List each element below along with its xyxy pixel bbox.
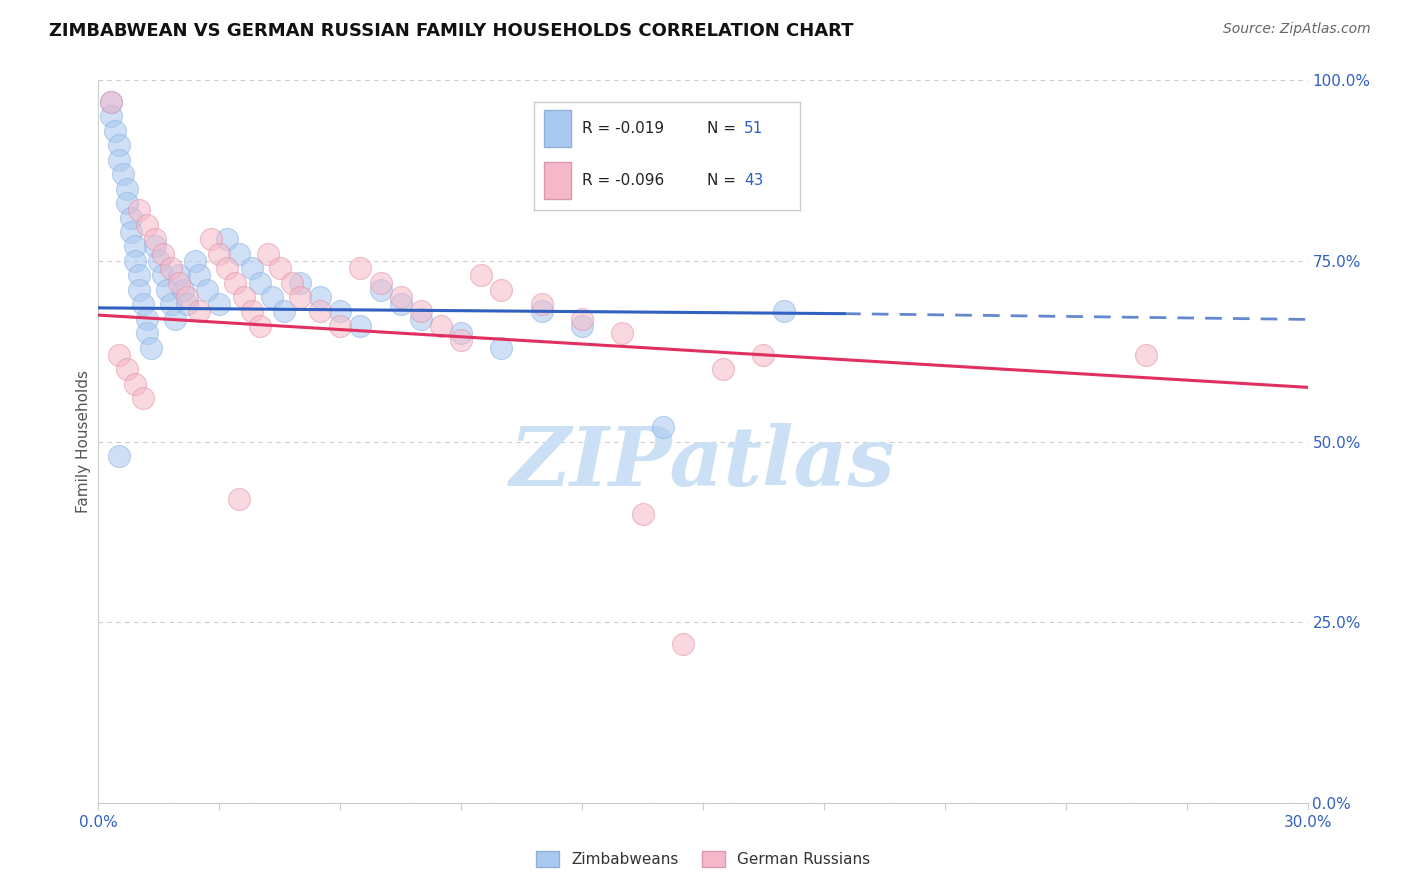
Point [1135,348,1157,362]
Point [470,268,492,283]
Text: ZIMBABWEAN VS GERMAN RUSSIAN FAMILY HOUSEHOLDS CORRELATION CHART: ZIMBABWEAN VS GERMAN RUSSIAN FAMILY HOUS… [49,22,853,40]
Point [120,225,142,239]
Point [217,232,239,246]
Point [103,124,125,138]
Point [288,276,311,290]
Point [100,95,122,109]
Point [430,318,453,333]
Point [124,376,146,391]
Point [389,297,412,311]
Point [128,283,150,297]
Point [172,283,194,297]
Point [329,304,352,318]
Point [115,196,138,211]
Point [370,276,392,290]
Point [309,304,332,318]
Point [152,246,174,260]
Point [132,391,155,405]
Point [228,246,250,260]
Point [571,311,593,326]
Point [124,239,146,253]
Point [176,290,198,304]
Point [752,348,775,362]
Point [139,341,162,355]
Point [128,203,150,218]
Point [450,334,472,348]
Text: ZIPatlas: ZIPatlas [510,423,896,503]
Point [156,283,179,297]
Point [176,297,198,311]
Point [135,218,157,232]
Point [631,507,654,521]
Point [132,297,155,311]
Point [217,261,239,276]
Point [370,283,392,297]
Point [128,268,150,283]
Point [530,297,553,311]
Point [135,311,157,326]
Point [208,297,231,311]
Point [491,341,513,355]
Point [269,261,291,276]
Point [273,304,295,318]
Point [256,246,278,260]
Point [135,326,157,340]
Point [651,420,673,434]
Point [107,348,129,362]
Legend: Zimbabweans, German Russians: Zimbabweans, German Russians [529,843,877,875]
Point [288,290,311,304]
Point [115,182,138,196]
Point [152,268,174,283]
Point [240,261,263,276]
Y-axis label: Family Households: Family Households [76,370,91,513]
Point [188,268,211,283]
Point [249,318,271,333]
Point [143,239,166,253]
Point [309,290,332,304]
Point [530,304,553,318]
Point [281,276,304,290]
Point [349,261,371,276]
Point [120,211,142,225]
Point [167,268,190,283]
Point [188,304,211,318]
Point [389,290,412,304]
Point [111,167,134,181]
Point [228,492,250,507]
Point [100,95,122,109]
Point [232,290,254,304]
Point [163,311,186,326]
Point [143,232,166,246]
Point [711,362,734,376]
Point [772,304,794,318]
Point [107,153,129,167]
Point [148,253,170,268]
Point [115,362,138,376]
Point [160,297,183,311]
Point [672,637,695,651]
Point [160,261,183,276]
Text: Source: ZipAtlas.com: Source: ZipAtlas.com [1223,22,1371,37]
Point [224,276,246,290]
Point [107,449,129,463]
Point [450,326,472,340]
Point [167,276,190,290]
Point [612,326,634,340]
Point [240,304,263,318]
Point [349,318,371,333]
Point [249,276,271,290]
Point [107,138,129,153]
Point [208,246,231,260]
Point [100,110,122,124]
Point [260,290,283,304]
Point [195,283,218,297]
Point [491,283,513,297]
Point [571,318,593,333]
Point [124,253,146,268]
Point [200,232,222,246]
Point [329,318,352,333]
Point [409,311,432,326]
Point [184,253,207,268]
Point [409,304,432,318]
